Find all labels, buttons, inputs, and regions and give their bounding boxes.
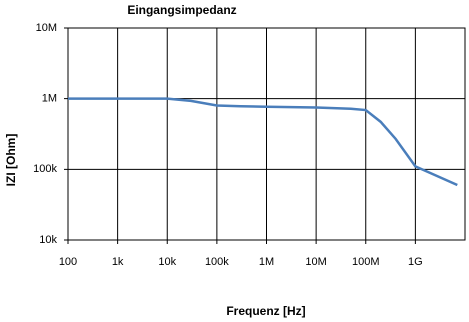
y-axis-label: IZI [Ohm]: [4, 134, 18, 187]
x-tick-label: 10M: [305, 256, 326, 268]
x-axis-label: Frequenz [Hz]: [226, 304, 305, 318]
chart-title: Eingangsimpedanz: [127, 3, 236, 17]
y-tick-label: 10M: [36, 22, 57, 34]
y-tick-label: 1M: [42, 93, 57, 105]
x-tick-label: 1M: [259, 256, 274, 268]
x-tick-label: 100k: [205, 256, 229, 268]
y-tick-label: 100k: [33, 163, 57, 175]
x-tick-label: 10k: [158, 256, 176, 268]
data-line: [68, 97, 458, 187]
x-tick-label: 100: [59, 256, 77, 268]
x-tick-label: 100M: [352, 256, 380, 268]
plot-frame: [67, 27, 466, 241]
x-tick-label: 1k: [112, 256, 124, 268]
y-tick-label: 10k: [39, 234, 57, 246]
x-tick-label: 1G: [408, 256, 423, 268]
